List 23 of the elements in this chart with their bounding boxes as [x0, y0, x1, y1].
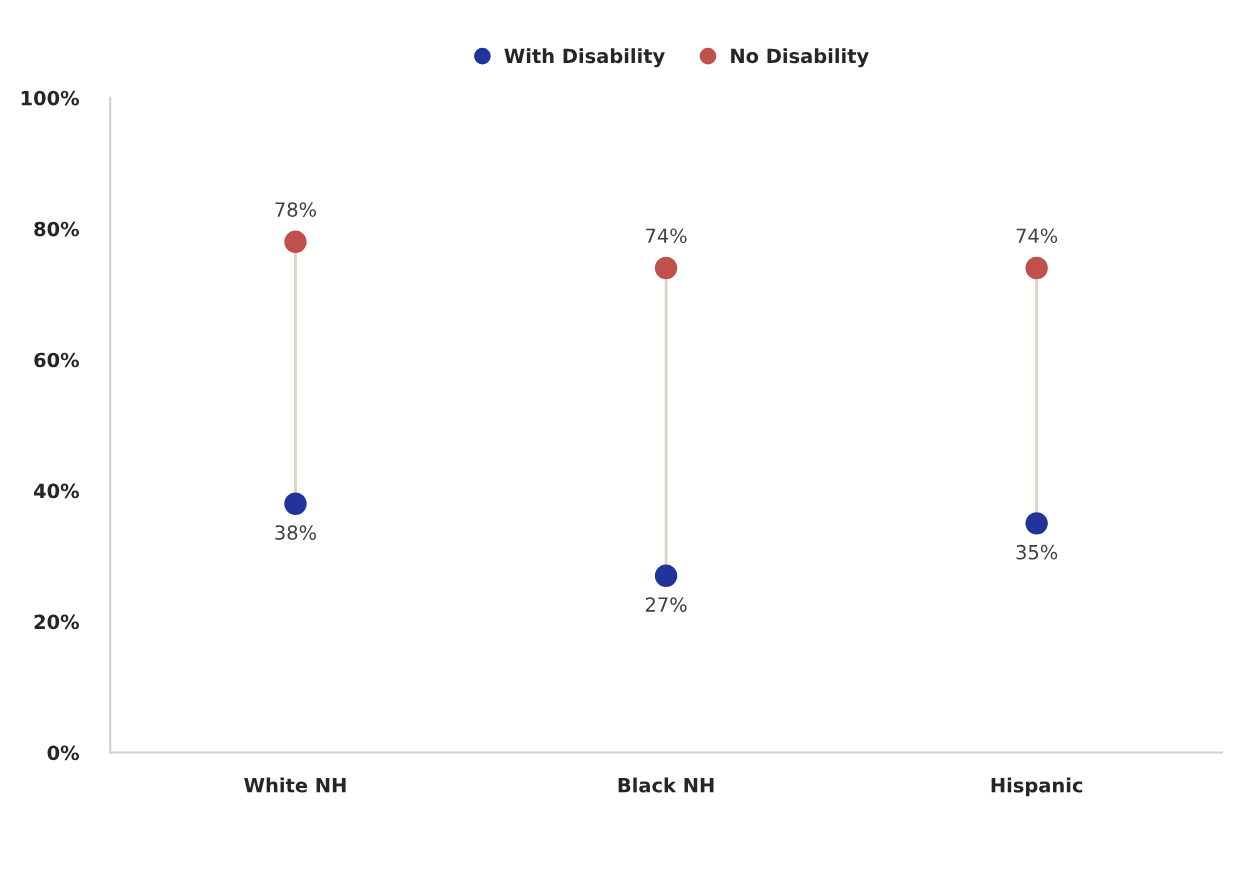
x-tick-label: White NH	[244, 777, 346, 793]
y-tick-label: 60%	[34, 352, 79, 368]
y-tick-label: 100%	[21, 90, 79, 106]
x-tick-label: Hispanic	[991, 777, 1083, 797]
point	[1025, 512, 1048, 535]
data-label: 38%	[275, 525, 317, 540]
x-tick-label: Black NH	[618, 777, 714, 793]
data-label: 27%	[645, 597, 687, 612]
y-tick-label: 0%	[47, 745, 79, 761]
data-label: 74%	[646, 228, 687, 244]
point	[1025, 256, 1048, 280]
point	[284, 492, 307, 515]
legend-label: No Disability	[731, 48, 869, 68]
y-tick-label: 80%	[34, 221, 79, 237]
y-tick-label: 20%	[34, 614, 79, 630]
legend-label: With Disability	[504, 48, 665, 68]
point	[654, 564, 678, 587]
point	[654, 256, 678, 280]
point	[284, 230, 307, 254]
y-tick-label: 40%	[33, 483, 79, 499]
data-label: 35%	[1016, 544, 1058, 560]
data-label: 74%	[1016, 228, 1058, 244]
data-label: 78%	[275, 202, 317, 217]
